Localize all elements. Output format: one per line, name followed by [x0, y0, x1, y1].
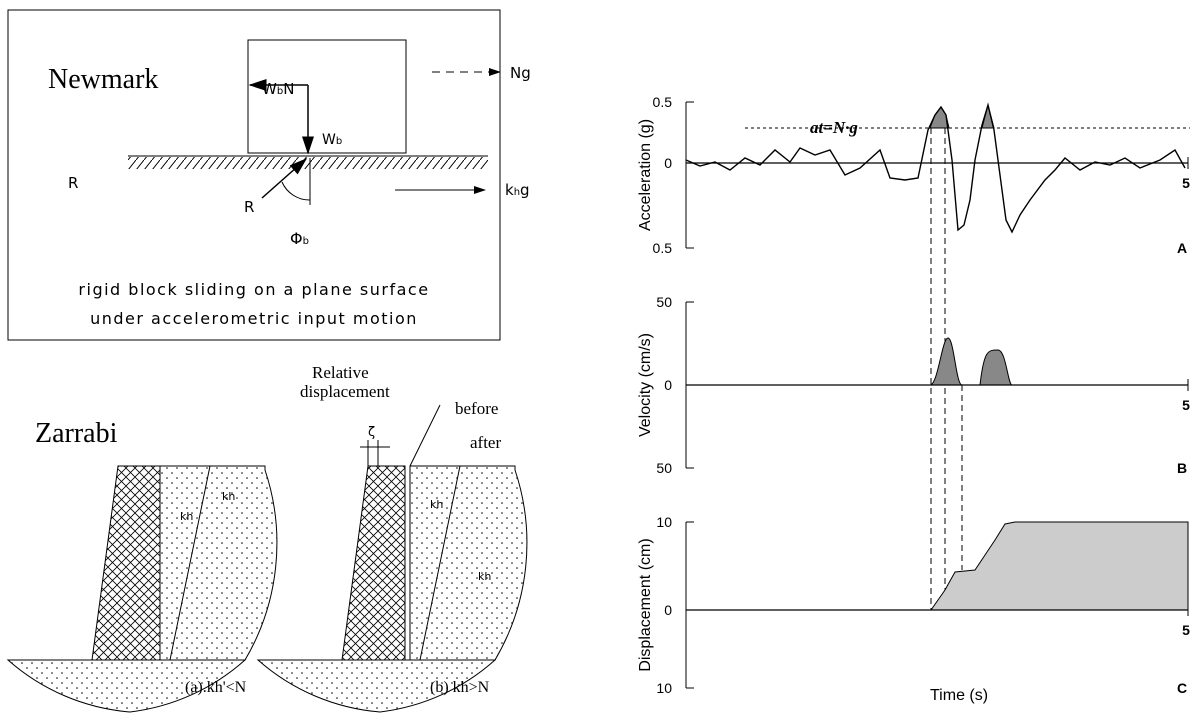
slip-line: [419, 465, 461, 661]
title: Newmark: [48, 64, 158, 95]
label: kh: [222, 490, 235, 503]
x-tick-label: 5: [1182, 175, 1190, 191]
y-tick-label: 0.5: [653, 240, 673, 256]
label: Ng: [510, 64, 531, 82]
marker: [409, 404, 441, 467]
panel-letter: A: [1177, 240, 1187, 256]
soil: [6, 659, 247, 713]
y-tick-label: 0: [664, 155, 672, 171]
soil: [159, 465, 278, 661]
soil: [256, 659, 497, 713]
label: ζ: [368, 425, 375, 440]
label: kh: [478, 570, 491, 583]
caption: under accelerometric input motion: [90, 309, 418, 328]
title: Zarrabi: [35, 418, 118, 449]
block: [247, 39, 407, 154]
plots: [685, 101, 1190, 689]
x-label: Time (s): [930, 687, 988, 704]
text: W: [322, 132, 336, 148]
label: WbN: [262, 80, 294, 98]
panel-border: [7, 9, 501, 341]
text: g: [520, 181, 530, 199]
label: kh: [180, 510, 193, 523]
label: before: [455, 399, 498, 418]
y-tick-label: 0: [664, 602, 672, 618]
label: R: [68, 174, 78, 192]
soil: [409, 465, 528, 661]
y-label: Acceleration (g): [637, 119, 654, 231]
angle-arc: [281, 181, 311, 201]
arrow: [261, 158, 308, 199]
wedge: [341, 465, 406, 661]
y-tick-label: 0.5: [653, 94, 673, 110]
text: k: [505, 181, 514, 199]
area: [930, 521, 1189, 611]
label: Relative: [312, 363, 369, 382]
label: (b) kh>N: [430, 679, 490, 696]
label: R: [244, 198, 254, 216]
annotation: at=N·g: [810, 118, 858, 137]
label: displacement: [300, 382, 390, 401]
label: (a).kh'<N: [185, 679, 247, 696]
shade: [929, 337, 963, 386]
shade: [979, 349, 1013, 386]
text: N: [283, 80, 294, 98]
x-tick-label: 5: [1182, 397, 1190, 413]
label: Wb: [322, 132, 342, 148]
wedge: [91, 465, 161, 661]
text: b: [277, 86, 283, 97]
y-label: Displacement (cm): [637, 538, 654, 671]
text: b: [303, 236, 309, 247]
newmark-panel: Newmark WbN Wb Ng R R Φb khg rigid block…: [7, 9, 531, 341]
panel-letter: B: [1177, 460, 1187, 476]
y-tick-label: 10: [656, 514, 672, 530]
ground-hatch: [128, 157, 488, 169]
y-label: Velocity (cm/s): [637, 333, 654, 437]
x-tick-label: 5: [1182, 622, 1190, 638]
slip-line: [169, 465, 211, 661]
y-tick-label: 50: [656, 294, 672, 310]
text: h: [514, 187, 520, 198]
y-tick-label: 0: [664, 377, 672, 393]
text: Φ: [290, 229, 303, 248]
zarrabi-panel: Zarrabi (a).kh'<N kh kh ζ Relative displ…: [6, 363, 528, 713]
label: after: [470, 433, 501, 452]
y-tick-label: 10: [656, 680, 672, 696]
y-tick-label: 50: [656, 460, 672, 476]
label: Φb: [290, 229, 309, 248]
label: kh: [430, 498, 443, 511]
label: khg: [505, 181, 530, 199]
caption: rigid block sliding on a plane surface: [78, 280, 429, 299]
text: b: [336, 136, 342, 147]
panel-letter: C: [1177, 680, 1187, 696]
text: W: [262, 80, 277, 98]
curve: [685, 102, 1186, 234]
